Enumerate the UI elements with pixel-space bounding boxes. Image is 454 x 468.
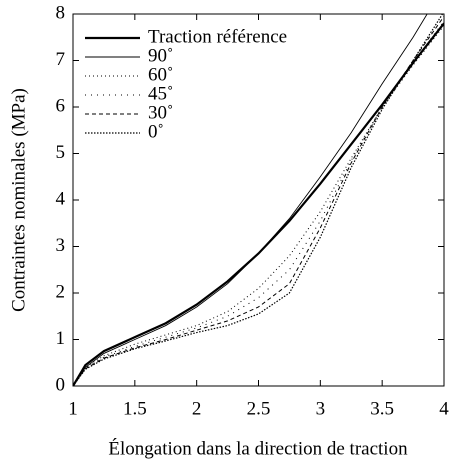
y-tick-label: 3 — [56, 235, 66, 256]
x-tick-label: 2.5 — [247, 398, 271, 419]
series-group — [73, 14, 444, 386]
series-line — [73, 22, 444, 386]
x-axis-label: Élongation dans la direction de traction — [108, 437, 408, 459]
series-line — [73, 14, 428, 386]
series-line — [73, 25, 444, 386]
x-tick-label: 3 — [316, 398, 326, 419]
plot-frame — [72, 13, 445, 387]
x-tick-label: 1.5 — [123, 398, 147, 419]
y-tick-label: 6 — [56, 95, 66, 116]
y-tick-label: 7 — [56, 49, 66, 70]
series-line — [73, 14, 444, 386]
x-tick-label: 3.5 — [370, 398, 394, 419]
legend-label: Traction référence — [148, 26, 287, 47]
legend-label: 45˚ — [148, 83, 173, 104]
series-line — [73, 16, 444, 386]
legend-label: 0˚ — [148, 121, 164, 142]
legend-label: 60˚ — [148, 64, 173, 85]
y-tick-label: 8 — [56, 2, 66, 23]
y-tick-label: 2 — [56, 281, 66, 302]
y-tick-label: 1 — [56, 328, 66, 349]
legend-label: 30˚ — [148, 102, 173, 123]
x-tick-label: 4 — [439, 398, 449, 419]
legend-label: 90˚ — [148, 45, 173, 66]
series-line — [73, 20, 444, 386]
y-tick-label: 0 — [56, 374, 66, 395]
y-tick-label: 4 — [56, 188, 66, 209]
x-tick-label: 2 — [192, 398, 202, 419]
y-axis-label: Contraintes nominales (MPa) — [8, 88, 29, 312]
x-tick-label: 1 — [68, 398, 78, 419]
y-tick-label: 5 — [56, 142, 66, 163]
